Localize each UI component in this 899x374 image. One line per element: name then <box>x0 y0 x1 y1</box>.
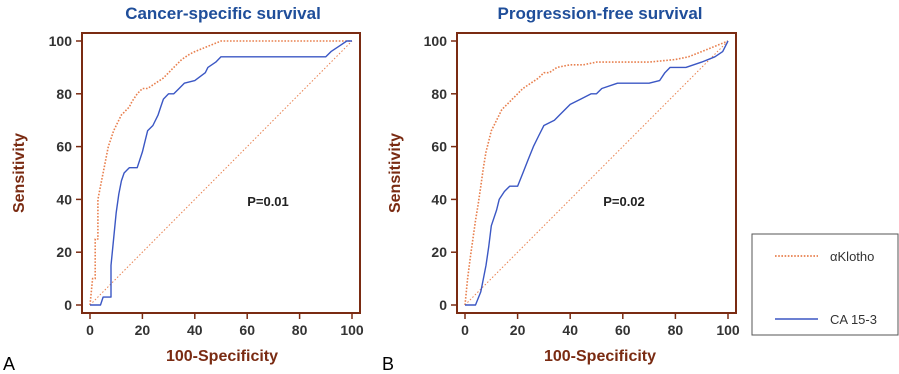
x-tick-label: 40 <box>562 322 578 338</box>
x-tick-label: 0 <box>461 322 469 338</box>
y-axis-title: Sensitivity <box>387 133 404 213</box>
legend-box <box>751 233 899 336</box>
p-value-annotation: P=0.01 <box>247 194 289 209</box>
x-tick-label: 100 <box>716 322 740 338</box>
x-tick-label: 40 <box>187 322 203 338</box>
chart-title: Cancer-specific survival <box>125 4 321 23</box>
ca153-roc-curve <box>90 40 352 306</box>
x-axis-title: 100-Specificity <box>166 348 278 365</box>
y-tick-label: 0 <box>439 297 447 313</box>
y-tick-label: 40 <box>56 191 72 207</box>
y-axis-title: Sensitivity <box>11 133 28 213</box>
legend-label: CA 15-3 <box>830 312 877 327</box>
reference-diagonal <box>89 40 353 306</box>
x-tick-label: 20 <box>135 322 151 338</box>
x-tick-label: 80 <box>668 322 684 338</box>
x-tick-label: 60 <box>239 322 255 338</box>
y-tick-label: 100 <box>424 33 448 49</box>
x-tick-label: 20 <box>510 322 526 338</box>
y-tick-label: 100 <box>49 33 73 49</box>
chart-title: Progression-free survival <box>497 4 702 23</box>
klotho-roc-curve <box>89 40 352 306</box>
y-tick-label: 0 <box>64 297 72 313</box>
x-axis-title: 100-Specificity <box>544 348 656 365</box>
legend: αKlotho CA 15-3 <box>751 233 899 336</box>
y-tick-label: 80 <box>56 86 72 102</box>
y-tick-label: 40 <box>431 191 447 207</box>
legend-label: αKlotho <box>830 249 874 264</box>
klotho-roc-curve <box>464 40 729 306</box>
panel-letter: A <box>3 354 15 374</box>
x-tick-label: 0 <box>86 322 94 338</box>
p-value-annotation: P=0.02 <box>603 194 645 209</box>
y-tick-label: 80 <box>431 86 447 102</box>
ca153-roc-curve <box>465 40 729 306</box>
y-tick-label: 60 <box>431 139 447 155</box>
y-tick-label: 20 <box>431 244 447 260</box>
x-tick-label: 100 <box>340 322 364 338</box>
panel-letter: B <box>382 354 394 374</box>
x-tick-label: 60 <box>615 322 631 338</box>
x-tick-label: 80 <box>292 322 308 338</box>
reference-diagonal <box>464 40 729 306</box>
y-tick-label: 60 <box>56 139 72 155</box>
y-tick-label: 20 <box>56 244 72 260</box>
